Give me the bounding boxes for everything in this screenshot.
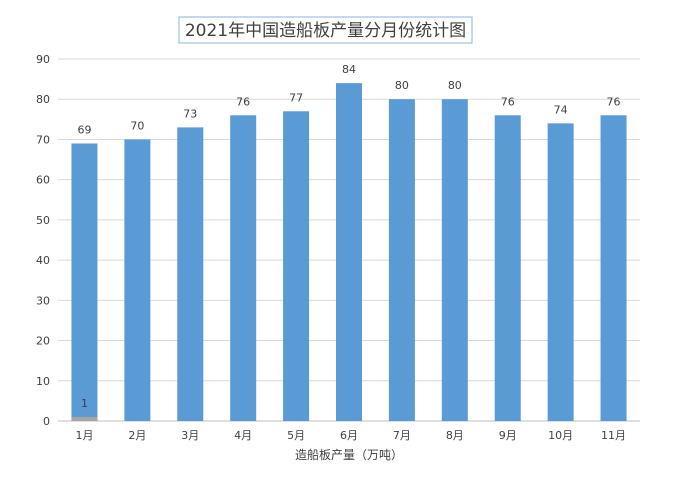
- chart-title: 2021年中国造船板产量分月份统计图: [185, 21, 466, 41]
- x-tick-label: 11月: [601, 429, 626, 442]
- x-axis-title: 造船板产量（万吨）: [295, 448, 403, 462]
- data-label: 69: [77, 123, 91, 136]
- y-tick-label: 10: [36, 375, 50, 388]
- chart-title-box: [178, 16, 473, 44]
- y-tick-label: 30: [36, 294, 50, 307]
- bar: [336, 83, 362, 421]
- y-tick-label: 80: [36, 93, 50, 106]
- x-tick-label: 2月: [128, 429, 146, 442]
- x-tick-label: 7月: [393, 429, 411, 442]
- data-label: 74: [554, 103, 568, 116]
- y-tick-label: 60: [36, 174, 50, 187]
- data-label: 80: [395, 79, 409, 92]
- bar: [177, 127, 204, 421]
- bar: [230, 115, 257, 422]
- data-label: 70: [130, 119, 144, 132]
- y-tick-label: 50: [36, 214, 50, 227]
- data-label: 1: [81, 397, 88, 410]
- data-label: 76: [236, 95, 250, 108]
- y-tick-label: 70: [36, 133, 50, 146]
- data-label: 77: [289, 91, 303, 104]
- y-tick-label: 90: [36, 53, 50, 66]
- y-tick-label: 40: [36, 254, 50, 267]
- x-tick-label: 10月: [548, 429, 573, 442]
- x-tick-label: 3月: [181, 429, 199, 442]
- y-tick-label: 20: [36, 335, 50, 348]
- data-label: 76: [501, 95, 515, 108]
- x-tick-label: 4月: [234, 429, 252, 442]
- bar: [71, 416, 98, 421]
- data-label: 80: [448, 79, 462, 92]
- data-label: 76: [607, 95, 621, 108]
- x-axis-ticks: 1月 2月 3月 4月 5月 6月 7月 8月 9月 10月 11月: [75, 429, 626, 442]
- data-label: 84: [342, 63, 356, 76]
- bar: [494, 115, 521, 422]
- bar: [283, 111, 310, 422]
- bar: [600, 115, 627, 422]
- bar: [388, 99, 415, 421]
- bars: [71, 83, 627, 422]
- bar: [441, 99, 468, 421]
- bar: [71, 143, 98, 421]
- bar: [547, 123, 574, 421]
- x-tick-label: 5月: [287, 429, 305, 442]
- y-axis-ticks: 0 10 20 30 40 50 60 70 80 90: [36, 53, 50, 428]
- x-tick-label: 9月: [499, 429, 517, 442]
- bar: [124, 139, 151, 421]
- data-label: 73: [183, 107, 197, 120]
- x-tick-label: 1月: [75, 429, 93, 442]
- data-labels: 69 1 70 73 76 77 84 80 80 76 74 76: [77, 63, 620, 410]
- x-tick-label: 6月: [340, 429, 358, 442]
- y-tick-label: 0: [43, 415, 50, 428]
- x-tick-label: 8月: [446, 429, 464, 442]
